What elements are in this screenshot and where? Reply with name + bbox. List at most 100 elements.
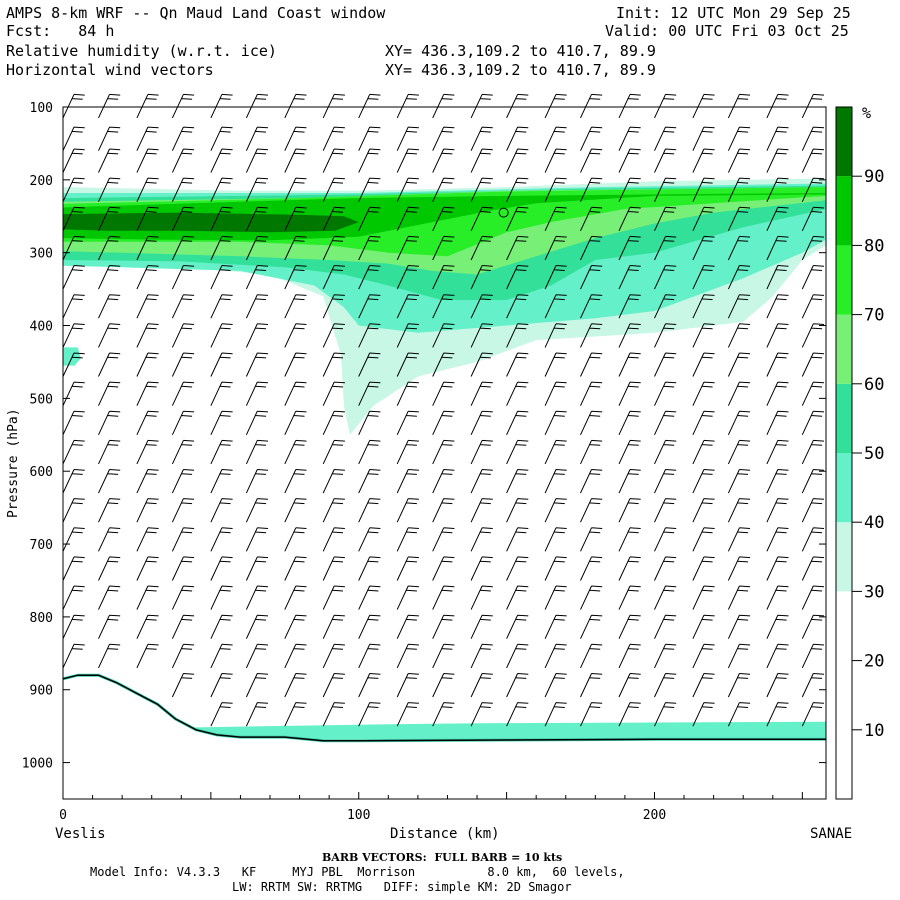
wind-barb-7-14 xyxy=(322,498,345,523)
wind-barb-14-11 xyxy=(580,410,603,436)
wind-barb-19-12 xyxy=(766,439,789,465)
wind-barb-13-7 xyxy=(544,294,567,319)
wind-barb-19-14 xyxy=(766,498,789,523)
wind-barb-14-3 xyxy=(580,177,603,202)
x-left-endpoint: Veslis xyxy=(55,826,106,842)
wind-barb-18-11 xyxy=(727,410,751,436)
colorbar-label-70: 70 xyxy=(864,306,884,326)
wind-barb-19-9 xyxy=(766,352,789,377)
wind-barb-1-13 xyxy=(98,469,121,494)
wind-barb-14-16 xyxy=(580,556,603,581)
wind-barb-20-13 xyxy=(801,469,825,494)
wind-barb-7-4 xyxy=(322,206,345,232)
wind-barb-14-0 xyxy=(580,93,603,119)
wind-barb-15-5 xyxy=(618,235,641,261)
wind-barb-17-9 xyxy=(692,352,715,377)
wind-barb-1-10 xyxy=(98,381,121,406)
terrain-line xyxy=(62,674,826,742)
wind-barb-15-9 xyxy=(618,352,641,377)
wind-barb-12-7 xyxy=(506,294,529,319)
wind-barb-17-12 xyxy=(692,439,715,465)
wind-barb-5-4 xyxy=(245,206,269,232)
wind-barb-0-9 xyxy=(62,352,85,377)
wind-barb-4-15 xyxy=(210,527,233,552)
wind-barb-6-18 xyxy=(284,614,307,639)
wind-barb-3-14 xyxy=(171,498,195,523)
wind-barb-14-19 xyxy=(580,643,603,669)
wind-barb-9-3 xyxy=(396,177,419,202)
wind-barb-1-11 xyxy=(98,410,121,436)
wind-barb-13-14 xyxy=(544,498,567,523)
wind-barb-11-9 xyxy=(470,352,493,377)
wind-barb-19-19 xyxy=(766,643,789,669)
wind-barb-7-0 xyxy=(322,93,345,119)
wind-barb-11-12 xyxy=(470,439,493,465)
wind-barb-13-19 xyxy=(544,643,567,669)
wind-barb-4-0 xyxy=(210,93,233,119)
wind-barb-1-8 xyxy=(98,323,121,348)
wind-barb-18-1 xyxy=(727,126,751,151)
wind-barb-10-13 xyxy=(432,469,455,494)
wind-barb-11-5 xyxy=(470,235,493,261)
wind-barb-15-18 xyxy=(618,614,641,639)
wind-barb-18-7 xyxy=(727,294,751,319)
wind-barb-15-1 xyxy=(618,126,641,151)
wind-barb-13-5 xyxy=(544,235,567,261)
wind-barb-9-19 xyxy=(396,643,419,669)
wind-barb-14-18 xyxy=(580,614,603,639)
wind-barb-19-5 xyxy=(766,235,789,261)
wind-barb-3-0 xyxy=(171,93,195,119)
wind-barb-2-15 xyxy=(136,527,159,552)
wind-barb-15-7 xyxy=(618,294,641,319)
wind-barb-12-21 xyxy=(506,702,529,727)
y-tick-label-500: 500 xyxy=(30,392,53,407)
wind-barb-8-19 xyxy=(358,643,381,669)
wind-barb-3-19 xyxy=(171,643,195,669)
wind-barb-4-9 xyxy=(210,352,233,377)
wind-barb-0-5 xyxy=(62,235,85,261)
wind-barb-6-12 xyxy=(284,439,307,465)
wind-barb-11-8 xyxy=(470,323,493,348)
wind-barb-19-11 xyxy=(766,410,789,436)
wind-barb-9-18 xyxy=(396,614,419,639)
wind-barb-19-3 xyxy=(766,177,789,202)
wind-barb-2-12 xyxy=(136,439,159,465)
wind-barb-14-17 xyxy=(580,585,603,610)
wind-barb-10-8 xyxy=(432,323,455,348)
valid-time: Valid: 00 UTC Fri 03 Oct 25 xyxy=(605,22,849,40)
wind-barb-13-15 xyxy=(544,527,567,552)
wind-barb-15-17 xyxy=(618,585,641,610)
wind-barb-11-7 xyxy=(470,294,493,319)
wind-barb-13-6 xyxy=(544,265,567,290)
wind-barb-17-4 xyxy=(692,206,715,232)
wind-barb-5-7 xyxy=(245,294,269,319)
wind-barb-3-13 xyxy=(171,469,195,494)
wind-barb-13-0 xyxy=(544,93,567,119)
wind-barb-6-21 xyxy=(284,702,307,727)
wind-barb-1-4 xyxy=(98,206,121,232)
wind-barb-1-17 xyxy=(98,585,121,610)
wind-barb-7-7 xyxy=(322,294,345,319)
wind-barb-4-21 xyxy=(210,702,233,727)
wind-barb-20-11 xyxy=(801,410,825,436)
wind-barb-3-6 xyxy=(171,265,195,290)
wind-barb-8-4 xyxy=(358,206,381,232)
wind-barb-17-13 xyxy=(692,469,715,494)
wind-barb-19-2 xyxy=(766,148,789,173)
wind-barb-4-2 xyxy=(210,148,233,173)
wind-barb-9-7 xyxy=(396,294,419,319)
wind-barb-11-0 xyxy=(470,93,493,119)
wind-barb-4-4 xyxy=(210,206,233,232)
wind-barb-18-2 xyxy=(727,148,751,173)
y-tick-label-200: 200 xyxy=(30,174,53,189)
wind-barb-1-5 xyxy=(98,235,121,261)
wind-barb-14-12 xyxy=(580,439,603,465)
wind-barb-1-2 xyxy=(98,148,121,173)
wind-barb-13-3 xyxy=(544,177,567,202)
wind-barb-13-10 xyxy=(544,381,567,406)
wind-barb-6-3 xyxy=(284,177,307,202)
xy-range-1: XY= 436.3,109.2 to 410.7, 89.9 xyxy=(385,42,656,60)
wind-barb-15-19 xyxy=(618,643,641,669)
colorbar-label-30: 30 xyxy=(864,582,884,602)
